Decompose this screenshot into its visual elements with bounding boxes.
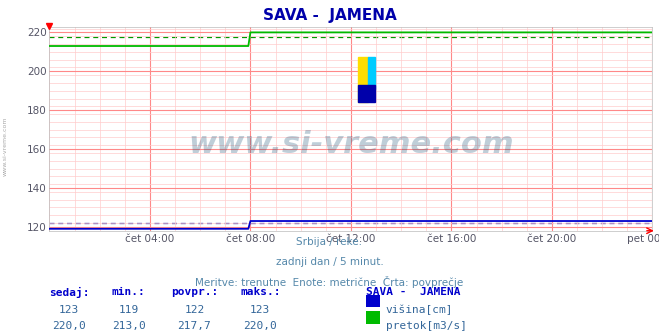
Bar: [368, 57, 375, 89]
Text: SAVA -  JAMENA: SAVA - JAMENA: [366, 287, 460, 297]
Text: 220,0: 220,0: [52, 321, 86, 331]
Text: 220,0: 220,0: [243, 321, 277, 331]
Text: SAVA -  JAMENA: SAVA - JAMENA: [263, 8, 396, 23]
Text: 217,7: 217,7: [177, 321, 212, 331]
Text: www.si-vreme.com: www.si-vreme.com: [188, 130, 514, 159]
Text: pretok[m3/s]: pretok[m3/s]: [386, 321, 467, 331]
Text: 213,0: 213,0: [111, 321, 146, 331]
Text: 123: 123: [250, 305, 270, 315]
Text: 123: 123: [59, 305, 79, 315]
Text: sedaj:: sedaj:: [49, 287, 90, 298]
Text: Meritve: trenutne  Enote: metrične  Črta: povprečje: Meritve: trenutne Enote: metrične Črta: …: [195, 276, 464, 288]
Text: 119: 119: [119, 305, 138, 315]
Bar: [358, 57, 368, 102]
Text: www.si-vreme.com: www.si-vreme.com: [3, 116, 8, 176]
Text: maks.:: maks.:: [240, 287, 281, 297]
Text: višina[cm]: višina[cm]: [386, 305, 453, 315]
Text: zadnji dan / 5 minut.: zadnji dan / 5 minut.: [275, 257, 384, 267]
Text: Srbija / reke.: Srbija / reke.: [297, 237, 362, 247]
Text: povpr.:: povpr.:: [171, 287, 218, 297]
Text: min.:: min.:: [111, 287, 146, 297]
Text: 122: 122: [185, 305, 204, 315]
Bar: [358, 85, 375, 102]
